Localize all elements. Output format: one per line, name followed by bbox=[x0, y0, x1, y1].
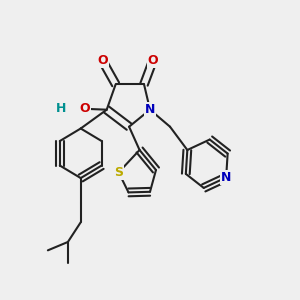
Text: H: H bbox=[56, 102, 67, 115]
Text: O: O bbox=[148, 54, 158, 67]
Text: S: S bbox=[114, 166, 123, 179]
Text: N: N bbox=[221, 171, 231, 184]
Text: N: N bbox=[145, 103, 155, 116]
Text: O: O bbox=[79, 102, 90, 115]
Text: O: O bbox=[97, 54, 107, 67]
